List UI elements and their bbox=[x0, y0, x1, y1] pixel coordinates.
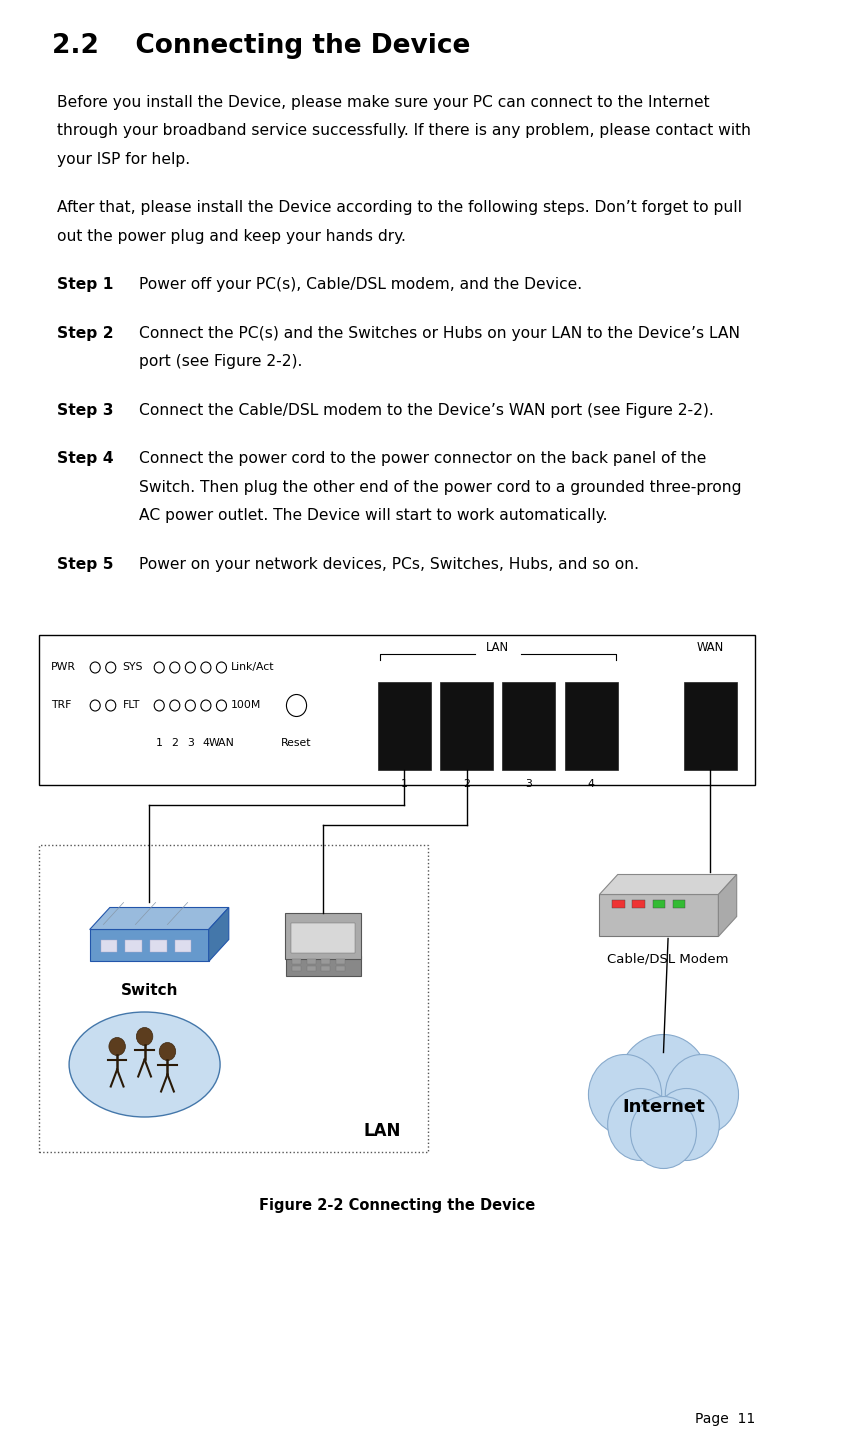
Circle shape bbox=[170, 662, 180, 673]
Text: 2: 2 bbox=[463, 779, 470, 789]
Text: LAN: LAN bbox=[363, 1122, 400, 1141]
Text: your ISP for help.: your ISP for help. bbox=[57, 152, 190, 167]
Text: 1: 1 bbox=[156, 738, 162, 749]
Polygon shape bbox=[209, 908, 229, 961]
Polygon shape bbox=[600, 875, 737, 895]
FancyBboxPatch shape bbox=[683, 682, 737, 770]
Text: Before you install the Device, please make sure your PC can connect to the Inter: Before you install the Device, please ma… bbox=[57, 96, 709, 110]
Text: Page  11: Page 11 bbox=[695, 1412, 755, 1426]
Circle shape bbox=[154, 699, 164, 711]
Circle shape bbox=[201, 699, 211, 711]
Circle shape bbox=[608, 1089, 673, 1160]
Text: Internet: Internet bbox=[622, 1099, 705, 1116]
Text: 2.2    Connecting the Device: 2.2 Connecting the Device bbox=[52, 33, 470, 59]
Ellipse shape bbox=[69, 1012, 220, 1116]
FancyBboxPatch shape bbox=[90, 930, 209, 961]
FancyBboxPatch shape bbox=[502, 682, 556, 770]
Circle shape bbox=[136, 1028, 153, 1045]
Bar bbox=[292, 960, 301, 964]
Text: TRF: TRF bbox=[51, 701, 72, 711]
Text: Step 5: Step 5 bbox=[57, 557, 113, 572]
Circle shape bbox=[186, 699, 195, 711]
Text: SYS: SYS bbox=[123, 663, 143, 672]
Polygon shape bbox=[90, 908, 229, 930]
FancyBboxPatch shape bbox=[285, 914, 362, 960]
Circle shape bbox=[665, 1054, 739, 1134]
Text: Step 2: Step 2 bbox=[57, 326, 113, 340]
Text: port (see Figure 2-2).: port (see Figure 2-2). bbox=[139, 355, 302, 369]
Circle shape bbox=[160, 1043, 176, 1060]
Text: After that, please install the Device according to the following steps. Don’t fo: After that, please install the Device ac… bbox=[57, 200, 741, 216]
Bar bbox=[672, 901, 685, 908]
Text: Step 3: Step 3 bbox=[57, 403, 113, 418]
Circle shape bbox=[186, 662, 195, 673]
Bar bbox=[336, 966, 345, 972]
Text: WAN: WAN bbox=[209, 738, 235, 749]
Circle shape bbox=[154, 662, 164, 673]
Text: PWR: PWR bbox=[51, 663, 76, 672]
FancyBboxPatch shape bbox=[378, 682, 431, 770]
Text: 1: 1 bbox=[401, 779, 408, 789]
Bar bbox=[125, 941, 142, 953]
Text: Figure 2-2 Connecting the Device: Figure 2-2 Connecting the Device bbox=[259, 1199, 535, 1213]
Circle shape bbox=[653, 1089, 719, 1160]
Text: Cable/DSL Modem: Cable/DSL Modem bbox=[608, 953, 729, 966]
Text: Switch: Switch bbox=[121, 983, 178, 999]
Bar bbox=[292, 966, 301, 972]
FancyBboxPatch shape bbox=[564, 682, 618, 770]
Circle shape bbox=[170, 699, 180, 711]
Text: 4: 4 bbox=[588, 779, 595, 789]
Bar bbox=[306, 966, 316, 972]
Bar bbox=[321, 966, 331, 972]
Text: Step 4: Step 4 bbox=[57, 452, 113, 466]
Bar bbox=[150, 941, 167, 953]
FancyBboxPatch shape bbox=[286, 957, 361, 976]
Bar bbox=[336, 960, 345, 964]
Text: FLT: FLT bbox=[123, 701, 140, 711]
Circle shape bbox=[217, 699, 226, 711]
Bar bbox=[612, 901, 625, 908]
Text: WAN: WAN bbox=[696, 641, 724, 654]
Text: 3: 3 bbox=[526, 779, 532, 789]
Text: Connect the power cord to the power connector on the back panel of the: Connect the power cord to the power conn… bbox=[139, 452, 707, 466]
Bar bbox=[321, 960, 331, 964]
Circle shape bbox=[109, 1038, 125, 1056]
Polygon shape bbox=[718, 875, 737, 937]
Text: LAN: LAN bbox=[486, 641, 509, 654]
Text: 3: 3 bbox=[187, 738, 194, 749]
Circle shape bbox=[217, 662, 226, 673]
Text: Power off your PC(s), Cable/DSL modem, and the Device.: Power off your PC(s), Cable/DSL modem, a… bbox=[139, 278, 583, 292]
Text: 4: 4 bbox=[203, 738, 210, 749]
Bar bbox=[306, 960, 316, 964]
Circle shape bbox=[631, 1096, 696, 1169]
Bar bbox=[101, 941, 117, 953]
Text: Power on your network devices, PCs, Switches, Hubs, and so on.: Power on your network devices, PCs, Swit… bbox=[139, 557, 639, 572]
Circle shape bbox=[201, 662, 211, 673]
FancyBboxPatch shape bbox=[600, 895, 718, 937]
Circle shape bbox=[90, 699, 100, 711]
Text: Reset: Reset bbox=[281, 738, 312, 749]
Bar bbox=[652, 901, 665, 908]
Text: out the power plug and keep your hands dry.: out the power plug and keep your hands d… bbox=[57, 229, 406, 245]
Text: AC power outlet. The Device will start to work automatically.: AC power outlet. The Device will start t… bbox=[139, 508, 608, 524]
Text: 100M: 100M bbox=[230, 701, 261, 711]
Bar bbox=[633, 901, 646, 908]
Text: Link/Act: Link/Act bbox=[230, 663, 274, 672]
FancyBboxPatch shape bbox=[40, 636, 755, 785]
Circle shape bbox=[618, 1034, 709, 1134]
Text: Connect the PC(s) and the Switches or Hubs on your LAN to the Device’s LAN: Connect the PC(s) and the Switches or Hu… bbox=[139, 326, 740, 340]
Circle shape bbox=[90, 662, 100, 673]
Circle shape bbox=[105, 662, 116, 673]
FancyBboxPatch shape bbox=[291, 924, 355, 953]
FancyBboxPatch shape bbox=[440, 682, 494, 770]
Text: 2: 2 bbox=[172, 738, 179, 749]
Bar bbox=[175, 941, 192, 953]
Circle shape bbox=[287, 695, 306, 717]
Text: through your broadband service successfully. If there is any problem, please con: through your broadband service successfu… bbox=[57, 123, 751, 139]
Circle shape bbox=[105, 699, 116, 711]
Circle shape bbox=[589, 1054, 662, 1134]
Text: Step 1: Step 1 bbox=[57, 278, 113, 292]
Text: Connect the Cable/DSL modem to the Device’s WAN port (see Figure 2-2).: Connect the Cable/DSL modem to the Devic… bbox=[139, 403, 714, 418]
Text: Switch. Then plug the other end of the power cord to a grounded three-prong: Switch. Then plug the other end of the p… bbox=[139, 479, 741, 495]
